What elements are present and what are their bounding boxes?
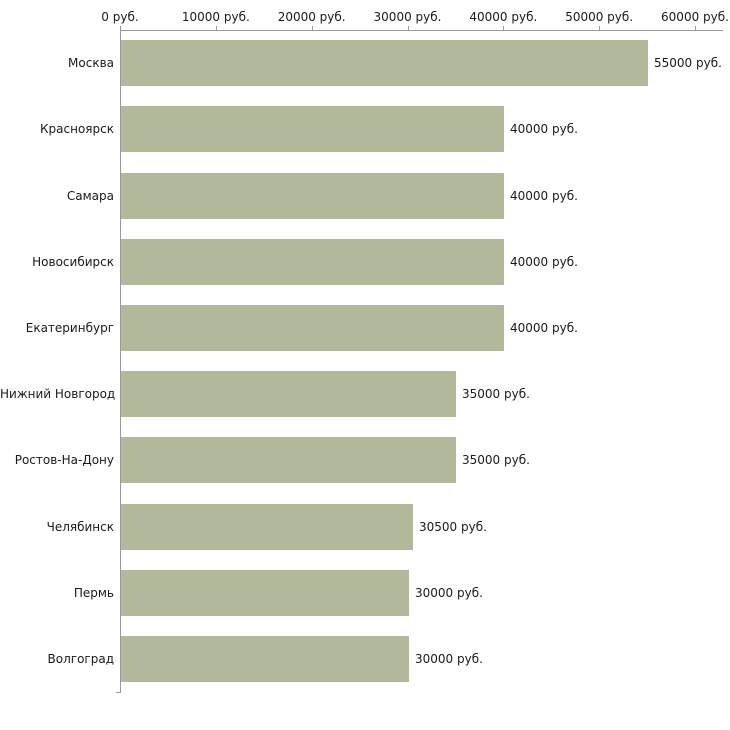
value-label: 40000 руб. xyxy=(510,320,578,335)
x-tick-mark xyxy=(503,26,505,30)
category-label: Самара xyxy=(66,188,114,203)
bar xyxy=(121,437,456,484)
x-tick-mark xyxy=(599,26,601,30)
category-label: Пермь xyxy=(73,585,114,600)
x-tick-mark xyxy=(407,26,409,30)
x-tick-label: 30000 руб. xyxy=(373,10,442,24)
x-tick-label: 40000 руб. xyxy=(469,10,538,24)
x-tick-label: 50000 руб. xyxy=(565,10,634,24)
category-label: Москва xyxy=(68,56,114,71)
y-axis-end-tick xyxy=(116,692,120,693)
x-axis-line xyxy=(120,30,723,31)
category-label: Красноярск xyxy=(40,122,114,137)
value-label: 40000 руб. xyxy=(510,254,578,269)
x-tick-label: 20000 руб. xyxy=(277,10,346,24)
bar xyxy=(121,503,413,550)
bar xyxy=(121,569,409,616)
value-label: 30500 руб. xyxy=(419,519,487,534)
x-tick-mark xyxy=(215,26,217,30)
value-label: 40000 руб. xyxy=(510,122,578,137)
x-tick-label: 10000 руб. xyxy=(181,10,250,24)
x-tick-mark xyxy=(311,26,313,30)
value-label: 35000 руб. xyxy=(462,387,530,402)
category-label: Волгоград xyxy=(47,651,114,666)
value-label: 30000 руб. xyxy=(415,585,483,600)
bar xyxy=(121,635,409,682)
bar xyxy=(121,238,504,285)
value-label: 55000 руб. xyxy=(654,56,722,71)
category-label: Нижний Новгород xyxy=(0,387,116,402)
bar xyxy=(121,172,504,219)
category-label: Ростов-На-Дону xyxy=(14,453,114,468)
bar xyxy=(121,371,456,418)
value-label: 40000 руб. xyxy=(510,188,578,203)
bar xyxy=(121,106,504,153)
x-tick-label: 0 руб. xyxy=(101,10,139,24)
value-label: 30000 руб. xyxy=(415,651,483,666)
category-label: Челябинск xyxy=(46,519,114,534)
x-tick-mark xyxy=(695,26,696,30)
x-tick-label: 60000 руб. xyxy=(661,10,729,24)
y-axis-line xyxy=(120,30,121,693)
category-label: Екатеринбург xyxy=(25,320,114,335)
category-label: Новосибирск xyxy=(32,254,114,269)
bar xyxy=(121,40,648,87)
bar xyxy=(121,304,504,351)
x-tick-mark xyxy=(120,26,121,30)
value-label: 35000 руб. xyxy=(462,453,530,468)
